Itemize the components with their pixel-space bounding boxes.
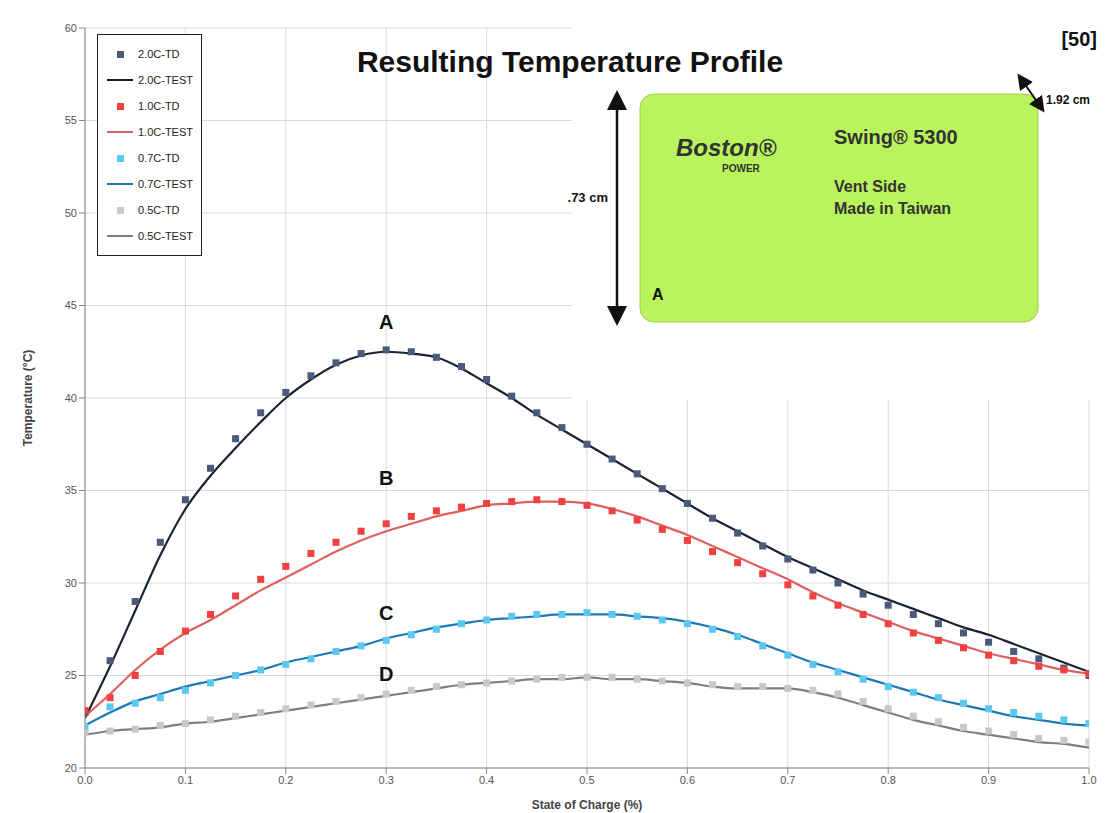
html-text:0.5C-TEST: 0.5C-TEST xyxy=(138,230,193,242)
svg-text:0.8: 0.8 xyxy=(881,774,896,786)
html-text:1.0C-TD: 1.0C-TD xyxy=(138,100,180,112)
svg-text:Temperature (°C): Temperature (°C) xyxy=(21,350,35,447)
svg-text:POWER: POWER xyxy=(722,163,761,174)
svg-text:1.0: 1.0 xyxy=(1081,774,1096,786)
svg-text:A: A xyxy=(652,286,664,303)
svg-text:40: 40 xyxy=(65,392,77,404)
html-text:1.0C-TEST: 1.0C-TEST xyxy=(138,126,193,138)
svg-text:30: 30 xyxy=(65,577,77,589)
svg-text:C: C xyxy=(379,602,393,624)
svg-text:Resulting Temperature Profile: Resulting Temperature Profile xyxy=(357,45,783,78)
svg-text:Vent Side: Vent Side xyxy=(834,178,906,195)
svg-text:B: B xyxy=(379,467,393,489)
svg-text:0.5: 0.5 xyxy=(579,774,594,786)
svg-text:0.1: 0.1 xyxy=(178,774,193,786)
svg-text:State of Charge (%): State of Charge (%) xyxy=(532,798,643,812)
html-text:2.0C-TEST: 2.0C-TEST xyxy=(138,74,193,86)
svg-text:50: 50 xyxy=(65,207,77,219)
svg-text:20: 20 xyxy=(65,762,77,774)
svg-text:A: A xyxy=(379,311,393,333)
svg-text:1.92 cm: 1.92 cm xyxy=(1046,93,1090,107)
svg-text:Swing® 5300: Swing® 5300 xyxy=(834,126,958,148)
svg-text:0.4: 0.4 xyxy=(479,774,494,786)
svg-text:0.6: 0.6 xyxy=(680,774,695,786)
svg-text:60: 60 xyxy=(65,22,77,34)
svg-text:0.3: 0.3 xyxy=(379,774,394,786)
svg-text:Made in Taiwan: Made in Taiwan xyxy=(834,200,951,217)
svg-text:[50]: [50] xyxy=(1061,28,1097,50)
svg-text:0.0: 0.0 xyxy=(77,774,92,786)
svg-text:0.9: 0.9 xyxy=(981,774,996,786)
html-text:0.7C-TEST: 0.7C-TEST xyxy=(138,178,193,190)
svg-text:55: 55 xyxy=(65,114,77,126)
svg-text:45: 45 xyxy=(65,299,77,311)
html-text:0.7C-TD: 0.7C-TD xyxy=(138,152,180,164)
html-text:2.0C-TD: 2.0C-TD xyxy=(138,48,180,60)
svg-text:0.2: 0.2 xyxy=(278,774,293,786)
html-text:0.5C-TD: 0.5C-TD xyxy=(138,204,180,216)
svg-text:D: D xyxy=(379,663,393,685)
svg-text:35: 35 xyxy=(65,484,77,496)
svg-text:25: 25 xyxy=(65,669,77,681)
svg-text:0.7: 0.7 xyxy=(780,774,795,786)
svg-text:.73 cm: .73 cm xyxy=(568,190,608,205)
svg-text:Boston®: Boston® xyxy=(676,134,777,161)
